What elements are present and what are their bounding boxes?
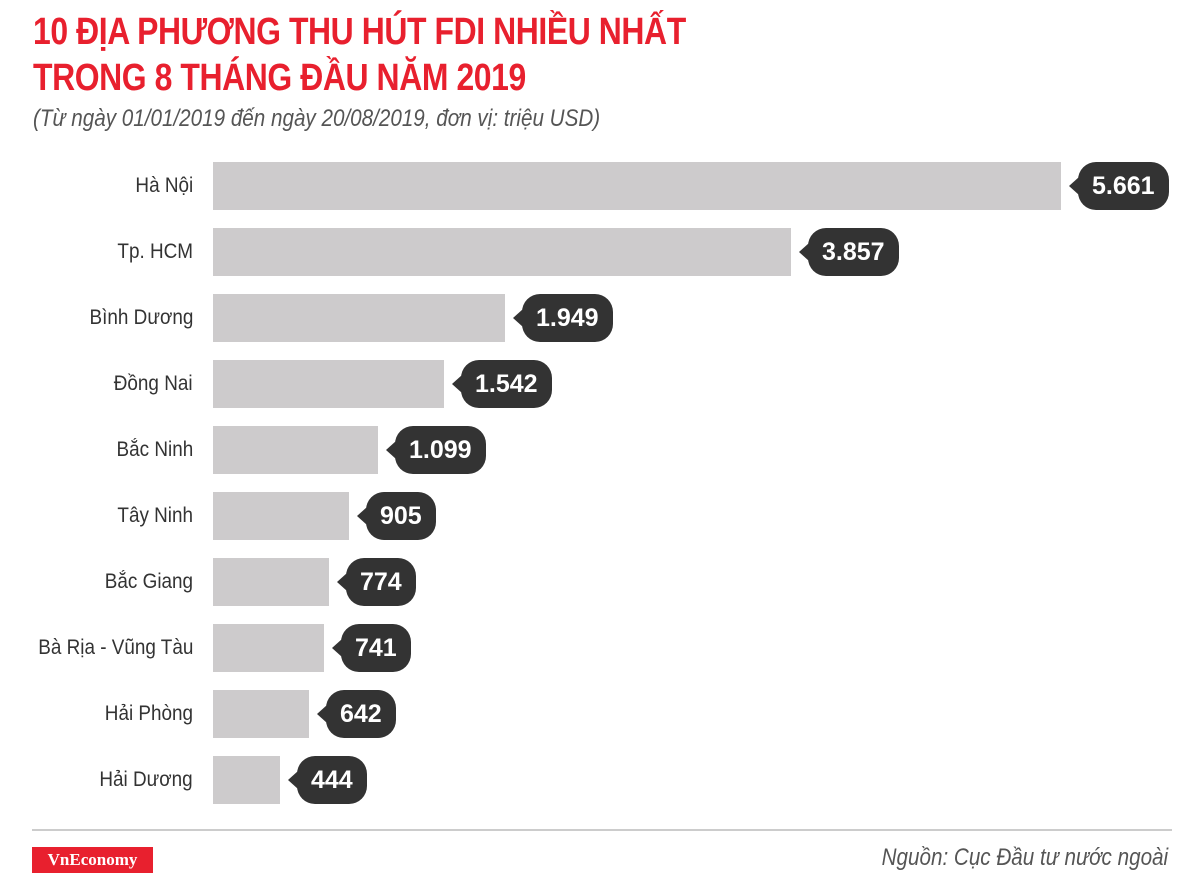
category-label: Bình Dương xyxy=(89,306,193,329)
footer-divider xyxy=(32,829,1172,831)
chart-subtitle: (Từ ngày 01/01/2019 đến ngày 20/08/2019,… xyxy=(33,105,601,132)
value-label-bubble: 1.099 xyxy=(386,426,486,474)
value-label-bubble: 5.661 xyxy=(1069,162,1169,210)
bar xyxy=(213,228,791,276)
category-label: Tp. HCM xyxy=(117,240,193,263)
value-label-bubble: 774 xyxy=(337,558,416,606)
value-label-bubble: 3.857 xyxy=(799,228,899,276)
bar xyxy=(213,294,505,342)
value-label-bubble: 1.949 xyxy=(513,294,613,342)
bar-row: Hà Nội 5.661 xyxy=(0,162,1200,210)
category-label: Bắc Giang xyxy=(104,570,193,593)
bar xyxy=(213,360,444,408)
bar xyxy=(213,162,1061,210)
value-label-bubble: 905 xyxy=(357,492,436,540)
bar-row: Bà Rịa - Vũng Tàu 741 xyxy=(0,624,1200,672)
category-label: Hải Phòng xyxy=(104,702,193,725)
bar-row: Hải Dương 444 xyxy=(0,756,1200,804)
bar xyxy=(213,558,329,606)
value-label-bubble: 741 xyxy=(332,624,411,672)
category-label: Tây Ninh xyxy=(117,504,193,527)
value-label-bubble: 1.542 xyxy=(452,360,552,408)
bar-row: Tp. HCM 3.857 xyxy=(0,228,1200,276)
chart-title-line-2: TRONG 8 THÁNG ĐẦU NĂM 2019 xyxy=(33,57,526,99)
value-label-bubble: 444 xyxy=(288,756,367,804)
category-label: Hải Dương xyxy=(99,768,193,791)
bar xyxy=(213,690,309,738)
bar xyxy=(213,624,324,672)
bar xyxy=(213,492,349,540)
chart-title-line-1: 10 ĐỊA PHƯƠNG THU HÚT FDI NHIỀU NHẤT xyxy=(33,11,686,53)
bar-row: Bắc Giang 774 xyxy=(0,558,1200,606)
category-label: Hà Nội xyxy=(135,174,193,197)
bar xyxy=(213,426,378,474)
bar-row: Đồng Nai 1.542 xyxy=(0,360,1200,408)
source-note: Nguồn: Cục Đầu tư nước ngoài xyxy=(881,844,1168,871)
bar-row: Hải Phòng 642 xyxy=(0,690,1200,738)
category-label: Bà Rịa - Vũng Tàu xyxy=(37,636,193,659)
bar-row: Bình Dương 1.949 xyxy=(0,294,1200,342)
bar-row: Bắc Ninh 1.099 xyxy=(0,426,1200,474)
value-label-bubble: 642 xyxy=(317,690,396,738)
bar-row: Tây Ninh 905 xyxy=(0,492,1200,540)
bar xyxy=(213,756,280,804)
category-label: Bắc Ninh xyxy=(116,438,193,461)
vneconomy-logo: VnEconomy xyxy=(32,847,153,873)
category-label: Đồng Nai xyxy=(114,372,193,395)
